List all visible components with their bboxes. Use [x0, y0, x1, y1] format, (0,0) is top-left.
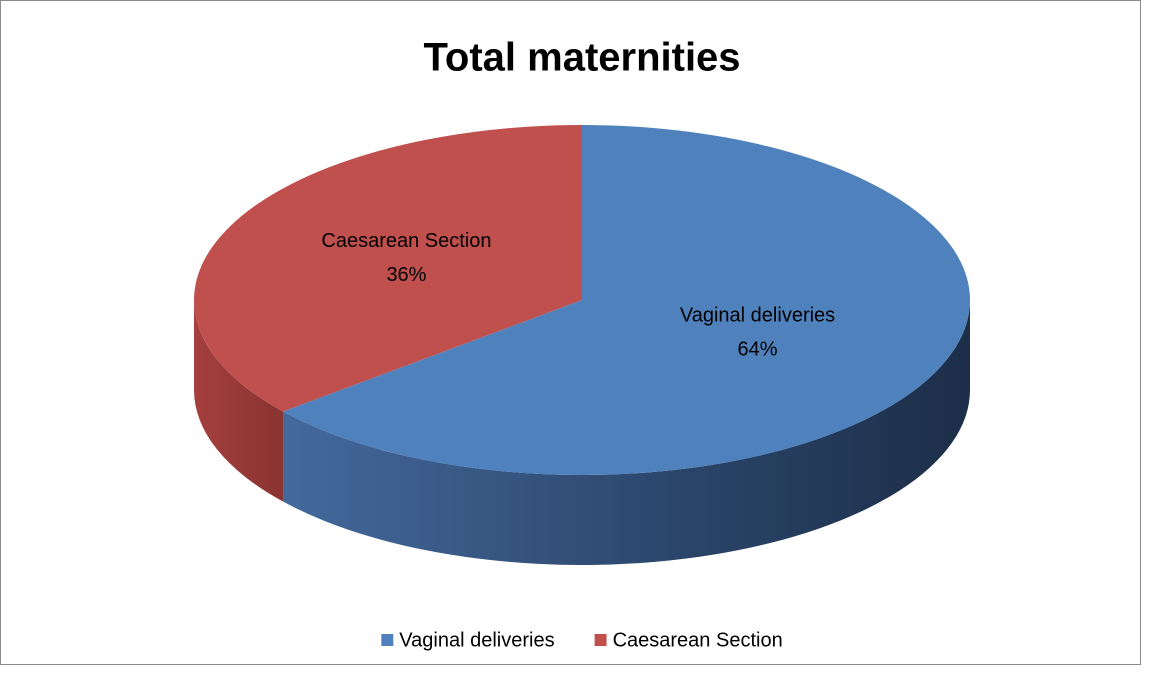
- slice: [194, 125, 582, 412]
- data-label-name: Caesarean Section: [321, 230, 491, 252]
- chart-title: Total maternities: [423, 36, 740, 80]
- legend-swatch: [594, 634, 607, 646]
- data-label-name: Vaginal deliveries: [680, 305, 835, 327]
- legend-swatch: [381, 634, 394, 646]
- slice-side: [283, 300, 970, 565]
- legend-label: Caesarean Section: [613, 629, 783, 651]
- slice-side: [194, 300, 284, 502]
- legend-label: Vaginal deliveries: [399, 629, 554, 651]
- slice: [283, 125, 970, 475]
- data-label-value: 64%: [738, 339, 778, 361]
- data-label-value: 36%: [386, 264, 426, 286]
